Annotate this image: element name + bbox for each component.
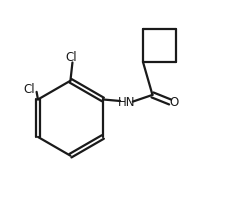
Text: Cl: Cl [65,51,77,64]
Text: Cl: Cl [23,83,35,96]
Text: HN: HN [117,95,134,109]
Text: O: O [168,95,178,109]
